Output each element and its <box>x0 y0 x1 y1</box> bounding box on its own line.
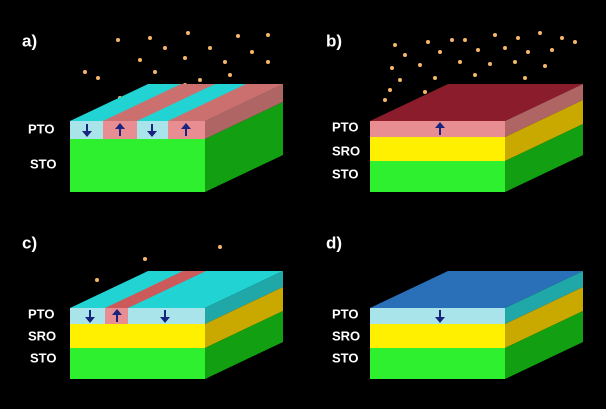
layer-label: PTO <box>332 119 359 134</box>
layer-label: SRO <box>332 143 360 158</box>
panel-label: c) <box>22 233 37 252</box>
layer-label: STO <box>332 350 359 365</box>
panel-label: d) <box>326 233 342 252</box>
layer-label: STO <box>332 166 359 181</box>
panel-label: a) <box>22 31 37 50</box>
layer-label: PTO <box>28 121 55 136</box>
layer-label: PTO <box>28 306 55 321</box>
panel-label: b) <box>326 31 342 50</box>
layer-label: PTO <box>332 306 359 321</box>
layer-label: SRO <box>28 328 56 343</box>
layer-label: STO <box>30 156 57 171</box>
layer-label: SRO <box>332 328 360 343</box>
layer-label: STO <box>30 350 57 365</box>
figure: a) PTO STO b) PTO SRO STO <box>0 0 606 409</box>
